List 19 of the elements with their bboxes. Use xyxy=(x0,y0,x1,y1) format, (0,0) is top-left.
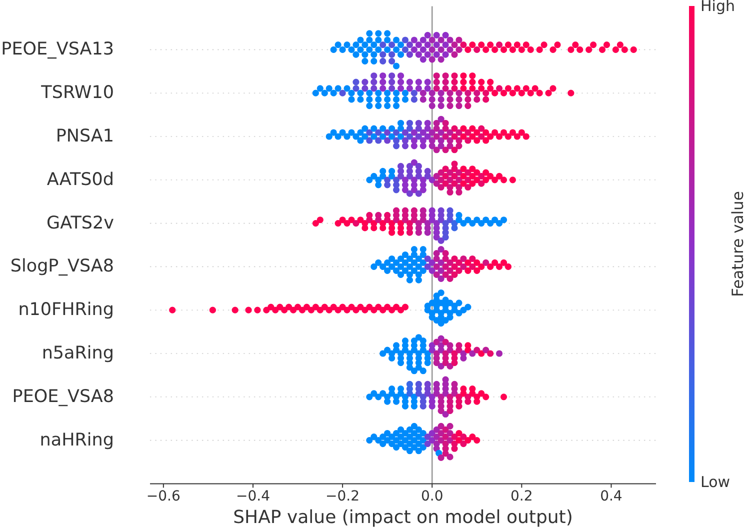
y-tick-label: GATS2v xyxy=(46,213,114,234)
x-tick-label: 0.4 xyxy=(600,488,622,505)
x-axis-title: SHAP value (impact on model output) xyxy=(233,507,573,528)
y-tick-label: n10FHRing xyxy=(18,300,114,320)
y-tick-label: n5aRing xyxy=(42,344,114,364)
y-tick-label: PEOE_VSA13 xyxy=(1,40,114,60)
y-tick-label: SlogP_VSA8 xyxy=(10,256,114,277)
y-tick-label: TSRW10 xyxy=(40,83,114,104)
y-tick-label: PEOE_VSA8 xyxy=(12,386,114,407)
x-tick-label: 0.2 xyxy=(510,488,533,505)
y-tick-label: AATS0d xyxy=(46,170,114,190)
x-tick-label: −0.4 xyxy=(236,488,270,505)
color-bar-label: Low xyxy=(700,473,730,491)
y-tick-label: naHRing xyxy=(40,430,114,450)
x-tick-label: −0.6 xyxy=(146,488,181,505)
y-tick-label: PNSA1 xyxy=(56,126,114,146)
x-tick-label: −0.2 xyxy=(326,488,360,505)
color-bar-title: Feature value xyxy=(729,191,747,297)
x-tick-label: 0.0 xyxy=(420,488,444,505)
